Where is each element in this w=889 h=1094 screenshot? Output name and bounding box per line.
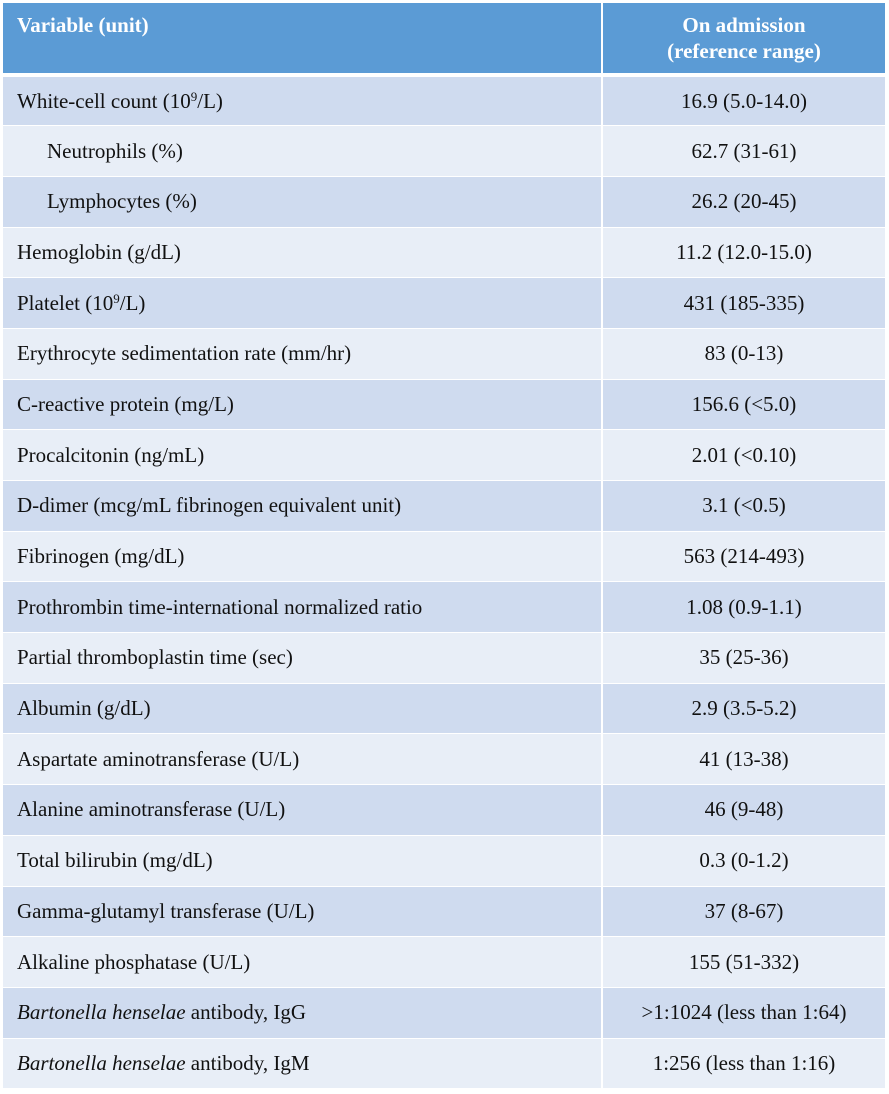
table-row: Prothrombin time-international normalize… <box>3 581 885 634</box>
superscript-exponent: 9 <box>190 88 198 104</box>
variable-cell: D-dimer (mcg/mL fibrinogen equivalent un… <box>3 480 603 532</box>
variable-cell: Lymphocytes (%) <box>3 175 603 228</box>
variable-cell: Alanine aminotransferase (U/L) <box>3 784 603 836</box>
table-row: Albumin (g/dL) 2.9 (3.5-5.2) <box>3 682 885 735</box>
table-row: Lymphocytes (%) 26.2 (20-45) <box>3 175 885 228</box>
variable-label: White-cell count (10 <box>17 88 191 113</box>
variable-label: Platelet (10 <box>17 290 114 315</box>
variable-cell: Prothrombin time-international normalize… <box>3 581 603 634</box>
variable-cell: White-cell count (109/L) <box>3 74 603 127</box>
value-cell: 1:256 (less than 1:16) <box>602 1037 885 1090</box>
variable-cell: Partial thromboplastin time (sec) <box>3 632 603 684</box>
table-row: Alkaline phosphatase (U/L) 155 (51-332) <box>3 936 885 988</box>
value-cell: 2.9 (3.5-5.2) <box>602 682 885 735</box>
table-row: C-reactive protein (mg/L) 156.6 (<5.0) <box>3 378 885 431</box>
variable-cell: Albumin (g/dL) <box>3 682 603 735</box>
admission-header-line1: On admission <box>682 13 806 37</box>
variable-label-suffix: antibody, IgM <box>185 1050 310 1075</box>
lab-results-table: Variable (unit) On admission (reference … <box>3 3 885 1090</box>
variable-label-suffix: antibody, IgG <box>185 1000 307 1025</box>
value-cell: 3.1 (<0.5) <box>602 480 885 532</box>
table-row: Gamma-glutamyl transferase (U/L) 37 (8-6… <box>3 885 885 938</box>
value-cell: 46 (9-48) <box>602 784 885 836</box>
value-cell: 563 (214-493) <box>602 530 885 583</box>
table-row: Procalcitonin (ng/mL) 2.01 (<0.10) <box>3 429 885 481</box>
table-row: Bartonella henselae antibody, IgG >1:102… <box>3 986 885 1039</box>
table-row: Total bilirubin (mg/dL) 0.3 (0-1.2) <box>3 834 885 887</box>
table-row: Bartonella henselae antibody, IgM 1:256 … <box>3 1037 885 1090</box>
table-row: Neutrophils (%) 62.7 (31-61) <box>3 125 885 177</box>
table-row: Partial thromboplastin time (sec) 35 (25… <box>3 632 885 684</box>
value-cell: 62.7 (31-61) <box>602 125 885 177</box>
variable-cell: Hemoglobin (g/dL) <box>3 226 603 279</box>
value-cell: 26.2 (20-45) <box>602 175 885 228</box>
table-header-row: Variable (unit) On admission (reference … <box>3 3 885 77</box>
value-cell: 431 (185-335) <box>602 277 885 329</box>
superscript-exponent: 9 <box>113 290 120 306</box>
value-cell: 2.01 (<0.10) <box>602 429 885 481</box>
variable-cell: Bartonella henselae antibody, IgG <box>3 986 603 1039</box>
value-cell: 83 (0-13) <box>602 327 885 380</box>
organism-name: Bartonella henselae <box>17 1050 186 1075</box>
table-row: Hemoglobin (g/dL) 11.2 (12.0-15.0) <box>3 226 885 279</box>
variable-cell: Aspartate aminotransferase (U/L) <box>3 733 603 786</box>
value-cell: 156.6 (<5.0) <box>602 378 885 431</box>
value-cell: 41 (13-38) <box>602 733 885 786</box>
table-row: Alanine aminotransferase (U/L) 46 (9-48) <box>3 784 885 836</box>
value-cell: 16.9 (5.0-14.0) <box>602 74 885 127</box>
value-cell: 37 (8-67) <box>602 885 885 938</box>
table-row: D-dimer (mcg/mL fibrinogen equivalent un… <box>3 480 885 532</box>
value-cell: 11.2 (12.0-15.0) <box>602 226 885 279</box>
variable-cell: Bartonella henselae antibody, IgM <box>3 1037 603 1090</box>
value-cell: 155 (51-332) <box>602 936 885 988</box>
variable-label-suffix: /L) <box>119 290 146 315</box>
variable-cell: C-reactive protein (mg/L) <box>3 378 603 431</box>
table-row: Erythrocyte sedimentation rate (mm/hr) 8… <box>3 327 885 380</box>
table-row: Fibrinogen (mg/dL) 563 (214-493) <box>3 530 885 583</box>
value-cell: 35 (25-36) <box>602 632 885 684</box>
variable-cell: Alkaline phosphatase (U/L) <box>3 936 603 988</box>
variable-cell: Platelet (109/L) <box>3 277 603 329</box>
table-row: White-cell count (109/L) 16.9 (5.0-14.0) <box>3 74 885 127</box>
value-cell: >1:1024 (less than 1:64) <box>602 986 885 1039</box>
variable-label-suffix: /L) <box>197 88 223 113</box>
variable-cell: Fibrinogen (mg/dL) <box>3 530 603 583</box>
table-row: Platelet (109/L) 431 (185-335) <box>3 277 885 329</box>
variable-column-header: Variable (unit) <box>3 3 603 77</box>
variable-cell: Erythrocyte sedimentation rate (mm/hr) <box>3 327 603 380</box>
variable-cell: Total bilirubin (mg/dL) <box>3 834 603 887</box>
value-cell: 1.08 (0.9-1.1) <box>602 581 885 634</box>
variable-cell: Procalcitonin (ng/mL) <box>3 429 603 481</box>
table-row: Aspartate aminotransferase (U/L) 41 (13-… <box>3 733 885 786</box>
admission-column-header: On admission (reference range) <box>602 3 885 77</box>
admission-header-line2: (reference range) <box>667 39 821 63</box>
value-cell: 0.3 (0-1.2) <box>602 834 885 887</box>
variable-cell: Neutrophils (%) <box>3 125 603 177</box>
organism-name: Bartonella henselae <box>17 1000 186 1025</box>
variable-cell: Gamma-glutamyl transferase (U/L) <box>3 885 603 938</box>
